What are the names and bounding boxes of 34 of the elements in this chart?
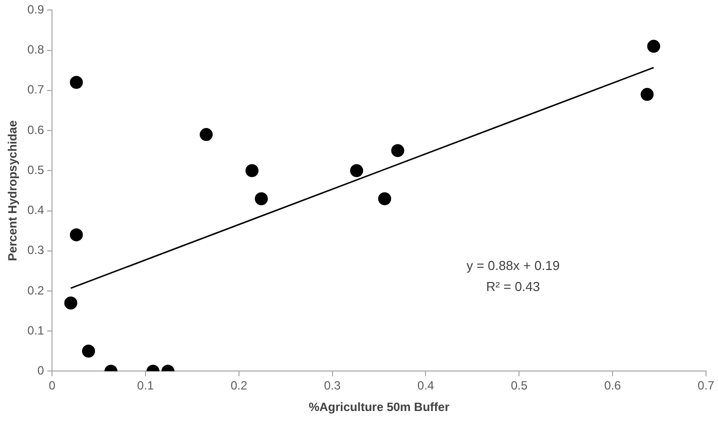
point <box>640 88 654 101</box>
y-tick-label: 0 <box>37 364 44 378</box>
x-tick-label: 0.5 <box>510 378 528 393</box>
x-tick-label: 0.2 <box>230 378 248 393</box>
x-tick-label: 0.4 <box>417 378 434 393</box>
y-tick-label: 0.4 <box>27 203 44 218</box>
y-tick-label: 0.2 <box>27 283 44 298</box>
point <box>64 296 78 310</box>
y-tick-label: 0.1 <box>27 323 44 338</box>
y-tick-label: 0.7 <box>27 82 44 97</box>
point <box>647 40 660 53</box>
point <box>350 164 364 178</box>
annotation: y = 0.88x + 0.19 <box>466 258 560 274</box>
point <box>70 228 83 242</box>
point <box>200 128 213 142</box>
y-tick-label: 0.6 <box>27 122 44 137</box>
x-axis-title: %Agriculture 50m Buffer <box>308 400 450 414</box>
point <box>391 144 404 158</box>
y-tick-label: 0.3 <box>27 243 44 258</box>
x-tick-label: 0.7 <box>698 378 715 393</box>
point <box>254 192 268 206</box>
annotation: R² = 0.43 <box>486 279 540 294</box>
point <box>245 164 258 178</box>
x-tick-label: 0.1 <box>137 378 154 393</box>
x-tick-label: 0 <box>48 378 56 393</box>
y-tick-label: 0.5 <box>27 162 44 177</box>
x-tick-label: 0.6 <box>604 378 622 393</box>
x-tick-label: 0.3 <box>324 378 341 393</box>
y-axis-title: Percent Hydropsychidae <box>6 120 20 262</box>
point <box>378 192 392 206</box>
point <box>70 76 83 89</box>
y-tick-label: 0.8 <box>27 42 44 57</box>
y-tick-label: 0.9 <box>27 2 44 17</box>
point <box>82 344 96 358</box>
